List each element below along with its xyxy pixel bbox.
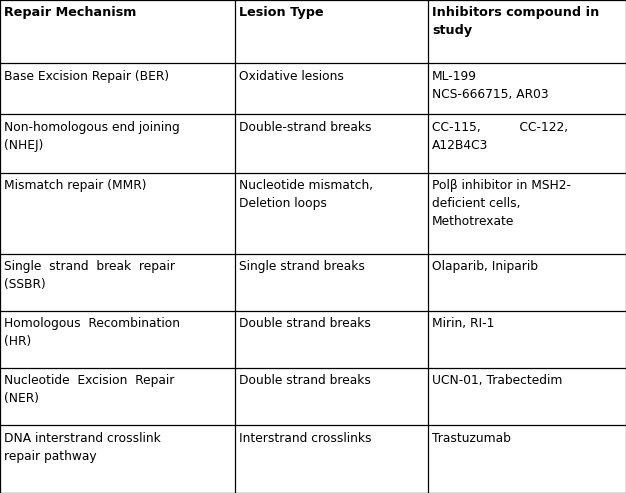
Text: Oxidative lesions: Oxidative lesions (239, 70, 344, 83)
Text: Nucleotide  Excision  Repair
(NER): Nucleotide Excision Repair (NER) (4, 374, 174, 405)
Text: Mismatch repair (MMR): Mismatch repair (MMR) (4, 179, 146, 192)
Text: Homologous  Recombination
(HR): Homologous Recombination (HR) (4, 317, 180, 349)
Text: Base Excision Repair (BER): Base Excision Repair (BER) (4, 70, 169, 83)
Text: UCN-01, Trabectedim: UCN-01, Trabectedim (432, 374, 562, 387)
Text: Trastuzumab: Trastuzumab (432, 431, 511, 445)
Text: Nucleotide mismatch,
Deletion loops: Nucleotide mismatch, Deletion loops (239, 179, 373, 210)
Text: ML-199
NCS-666715, AR03: ML-199 NCS-666715, AR03 (432, 70, 548, 101)
Text: Double strand breaks: Double strand breaks (239, 374, 371, 387)
Text: Mirin, RI-1: Mirin, RI-1 (432, 317, 495, 330)
Text: Single  strand  break  repair
(SSBR): Single strand break repair (SSBR) (4, 260, 175, 291)
Text: Non-homologous end joining
(NHEJ): Non-homologous end joining (NHEJ) (4, 121, 180, 151)
Text: Inhibitors compound in
study: Inhibitors compound in study (432, 6, 599, 37)
Text: Interstrand crosslinks: Interstrand crosslinks (239, 431, 372, 445)
Text: Double-strand breaks: Double-strand breaks (239, 121, 372, 134)
Text: Polβ inhibitor in MSH2-
deficient cells,
Methotrexate: Polβ inhibitor in MSH2- deficient cells,… (432, 179, 571, 228)
Text: Double strand breaks: Double strand breaks (239, 317, 371, 330)
Text: Olaparib, Iniparib: Olaparib, Iniparib (432, 260, 538, 273)
Text: Single strand breaks: Single strand breaks (239, 260, 365, 273)
Text: CC-115,          CC-122,
A12B4C3: CC-115, CC-122, A12B4C3 (432, 121, 568, 151)
Text: DNA interstrand crosslink
repair pathway: DNA interstrand crosslink repair pathway (4, 431, 160, 462)
Text: Lesion Type: Lesion Type (239, 6, 324, 19)
Text: Repair Mechanism: Repair Mechanism (4, 6, 136, 19)
